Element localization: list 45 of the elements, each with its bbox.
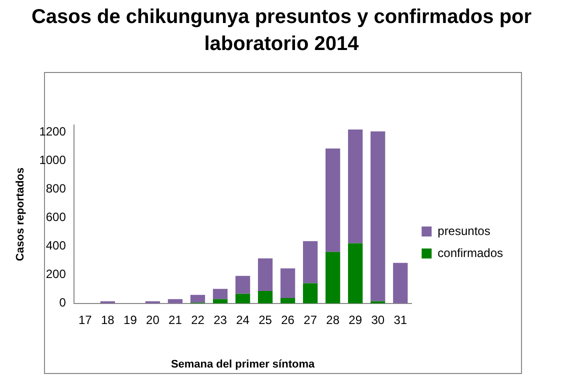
bar: [258, 291, 273, 304]
x-tick-label: 20: [146, 312, 160, 327]
bar: [348, 243, 363, 304]
bar: [348, 129, 363, 244]
x-tick-label: 17: [78, 312, 92, 327]
x-tick-label: 22: [191, 312, 205, 327]
x-tick-label: 23: [214, 312, 228, 327]
bar: [235, 276, 250, 294]
x-tick-label: 24: [236, 312, 250, 327]
y-tick-label: 200: [46, 267, 66, 282]
x-tick-label: 18: [100, 312, 115, 327]
y-tick-label: 600: [46, 210, 66, 224]
bar: [393, 262, 408, 304]
x-tick-label: 25: [258, 312, 272, 327]
chart-title: Casos de chikungunya presuntos y confirmados por laboratorio 2014: [30, 5, 533, 57]
bar: [212, 288, 228, 300]
x-tick-label: 21: [168, 312, 182, 327]
legend-label: confirmados: [438, 246, 504, 260]
x-tick-label: 28: [326, 312, 340, 327]
x-axis-title: Semana del primer síntoma: [170, 358, 316, 370]
bar: [235, 294, 250, 304]
bar: [212, 299, 228, 304]
y-tick-label: 0: [59, 296, 66, 310]
x-tick-label: 19: [124, 312, 138, 327]
y-tick-label: 800: [46, 182, 66, 196]
x-tick-label: 27: [304, 312, 318, 327]
x-tick-label: 30: [371, 312, 385, 327]
bar: [303, 241, 318, 284]
bar: [280, 298, 296, 304]
y-tick-label: 1200: [39, 124, 66, 139]
legend-label: presuntos: [438, 224, 490, 238]
bar: [258, 258, 273, 291]
x-tick-label: 29: [348, 312, 362, 327]
y-axis-title: Casos reportados: [14, 168, 27, 262]
bar: [303, 283, 318, 304]
bar: [168, 299, 183, 304]
bar: [326, 252, 340, 304]
y-tick-label: 400: [46, 238, 66, 253]
bar: [326, 148, 340, 252]
bar: [190, 294, 206, 303]
x-tick-label: 26: [281, 312, 295, 327]
bar: [280, 268, 296, 298]
bar: [370, 131, 386, 302]
x-tick-label: 31: [394, 312, 408, 327]
y-tick-label: 1000: [39, 153, 66, 168]
